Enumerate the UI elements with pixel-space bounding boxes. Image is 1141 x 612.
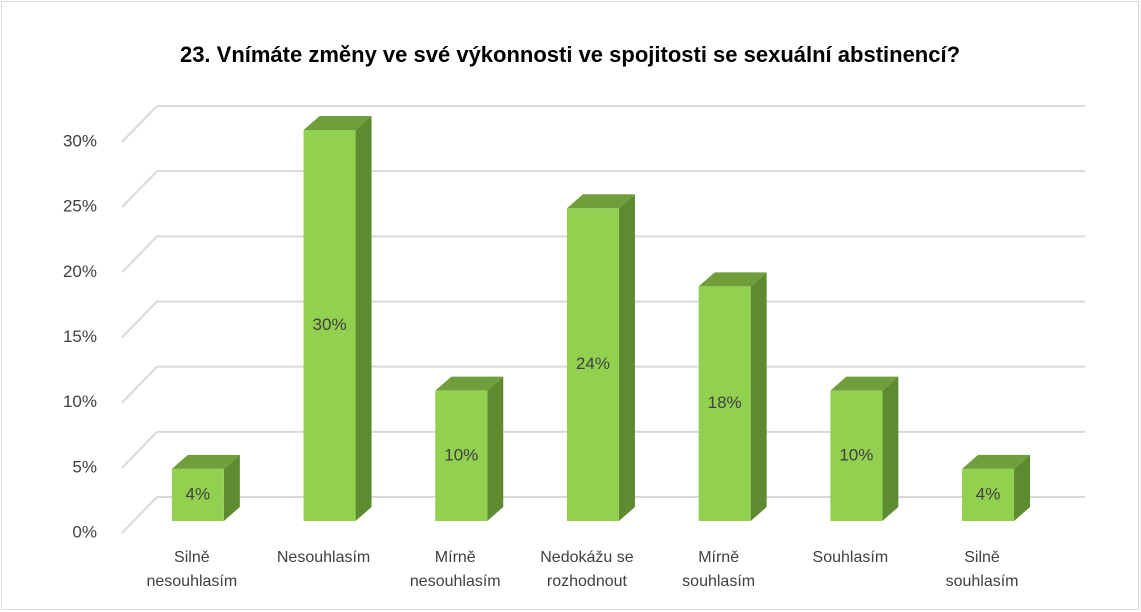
bar-top (698, 272, 767, 287)
x-tick-label: Nesouhlasím (276, 549, 371, 566)
bar-front (435, 390, 488, 521)
bar-top (435, 376, 504, 391)
bar (303, 116, 372, 521)
bar (830, 376, 899, 521)
bar-side (223, 454, 240, 521)
bar (962, 454, 1031, 521)
bar-side (618, 194, 635, 521)
data-label: 10% (444, 445, 478, 464)
bar-front (698, 286, 751, 521)
bar-side (487, 376, 504, 521)
grid-line-side (121, 365, 158, 404)
grid-line-side (121, 105, 158, 143)
bar-side (750, 272, 767, 521)
y-tick-label: 20% (63, 262, 97, 281)
x-tick-label: Mírně souhlasím (682, 549, 756, 590)
bar (171, 454, 240, 521)
bar (566, 194, 635, 521)
grid-line-side (121, 300, 158, 339)
x-tick-label: Mírně nesouhlasím (409, 549, 501, 590)
bar-side (882, 376, 899, 521)
y-tick-label: 0% (72, 522, 97, 541)
x-tick-label: Souhlasím (812, 549, 889, 566)
data-label: 18% (708, 393, 742, 412)
x-tick-label: Silně souhlasím (945, 549, 1019, 590)
chart-title: 23. Vnímáte změny ve své výkonnosti ve s… (180, 42, 960, 67)
bar-top (171, 454, 240, 469)
y-tick-label: 30% (63, 131, 97, 150)
bar-top (962, 454, 1031, 469)
bar-top (566, 194, 635, 209)
y-tick-label: 15% (63, 327, 97, 346)
bar-side (1014, 454, 1031, 521)
data-label: 24% (576, 354, 610, 373)
x-tick-label: Nedokážu se rozhodnout (540, 549, 634, 590)
bar-top (303, 116, 372, 130)
x-tick-label: Silně nesouhlasím (146, 549, 238, 590)
grid-line-side (121, 431, 158, 469)
y-tick-label: 10% (63, 392, 97, 411)
bar-front (830, 390, 883, 521)
bar-front (171, 468, 224, 521)
grid-line-side (121, 235, 158, 274)
y-tick-label: 25% (63, 197, 97, 216)
y-tick-label: 5% (72, 457, 97, 476)
grid-line-side (121, 170, 158, 208)
bar (698, 272, 767, 521)
bar-front (962, 468, 1015, 521)
bar-front (303, 130, 356, 521)
data-label: 30% (313, 315, 347, 334)
bar-top (830, 376, 899, 391)
bar-side (355, 116, 372, 521)
bar (435, 376, 504, 521)
grid-line-side (121, 496, 158, 534)
data-label: 10% (839, 445, 873, 464)
data-label: 4% (186, 484, 211, 503)
data-label: 4% (976, 484, 1001, 503)
bar-front (566, 208, 619, 521)
